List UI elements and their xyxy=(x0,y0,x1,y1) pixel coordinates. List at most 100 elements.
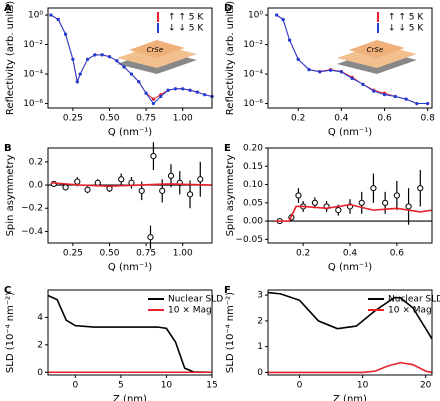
plot-frame xyxy=(47,289,213,376)
data-point xyxy=(426,101,430,106)
y-tick-label: −0.2 xyxy=(21,204,43,214)
data-point xyxy=(137,80,141,84)
data-point xyxy=(173,87,177,91)
x-tick-label: 0.8 xyxy=(421,114,436,124)
data-point xyxy=(129,72,134,76)
x-tick-label: 0.2 xyxy=(291,114,305,124)
data-point xyxy=(372,89,376,93)
x-tick-label: 0.6 xyxy=(390,249,405,259)
y-tick-label: 10⁻² xyxy=(243,40,263,50)
y-axis-label: SLD (10⁻⁴ nm⁻²) xyxy=(5,292,16,373)
plot-frame xyxy=(267,147,433,244)
y-axis-label: Reflectivity (arb. units) xyxy=(225,1,236,115)
data-point xyxy=(382,93,387,97)
x-tick-label: 5 xyxy=(118,381,124,391)
data-point xyxy=(358,199,365,206)
legend-label: 10 × Mag xyxy=(388,306,432,316)
x-axis-label: Q (nm⁻¹) xyxy=(108,262,152,273)
plot-frame xyxy=(267,7,433,109)
y-axis-label: SLD (10⁻⁴ nm⁻²) xyxy=(225,292,236,373)
x-tick-label: 10 xyxy=(161,381,173,391)
x-tick-label: 1.00 xyxy=(173,249,193,259)
legend-label: ↓ ↓ 5 K xyxy=(388,24,424,34)
panel-letter: B xyxy=(4,143,12,154)
y-tick-label: 0.0 xyxy=(29,181,44,191)
x-tick-label: 0.6 xyxy=(377,114,392,124)
x-tick-label: 1.00 xyxy=(173,114,193,124)
y-tick-label: 0.05 xyxy=(243,198,263,208)
y-axis-label: Spin asymmetry xyxy=(5,155,16,237)
data-point xyxy=(147,234,154,241)
data-point xyxy=(361,82,365,86)
data-point xyxy=(328,68,333,72)
data-point xyxy=(186,191,194,198)
y-tick-label: 0.10 xyxy=(243,180,263,190)
legend-label: ↓ ↓ 5 K xyxy=(168,24,204,34)
data-point xyxy=(94,179,101,186)
data-point xyxy=(281,17,285,22)
panel: A 0.25 0.50 0.75 1.00 10⁰ 10⁻² 10⁻⁴ 10⁻⁶ Q (nm⁻¹)… xyxy=(4,1,214,138)
data-point xyxy=(118,176,125,183)
x-tick-label: 0.2 xyxy=(296,249,310,259)
x-axis-label: Q (nm⁻¹) xyxy=(328,262,372,273)
data-point xyxy=(405,203,412,210)
y-tick-label: 0 xyxy=(257,368,263,378)
data-point xyxy=(159,94,163,99)
x-tick-label: 0.25 xyxy=(63,114,83,124)
data-point xyxy=(151,97,156,101)
data-point xyxy=(93,53,97,57)
legend-label: Nuclear SLD xyxy=(388,295,440,305)
y-tick-label: 0.00 xyxy=(243,217,263,227)
data-point xyxy=(311,199,318,206)
data-point xyxy=(62,184,69,191)
x-tick-label: 0.75 xyxy=(136,114,156,124)
data-point xyxy=(404,97,408,101)
data-point xyxy=(166,88,170,92)
plot-frame xyxy=(47,7,213,109)
data-point xyxy=(382,199,389,206)
data-point xyxy=(159,187,166,194)
inset-layer xyxy=(348,40,405,58)
series-line xyxy=(50,181,213,188)
data-point xyxy=(335,207,342,214)
x-axis-label: Q (nm⁻¹) xyxy=(328,127,372,138)
y-tick-label: 10⁻⁴ xyxy=(243,70,263,80)
data-point xyxy=(287,38,292,42)
data-point xyxy=(275,13,279,17)
data-point xyxy=(71,57,75,61)
series-line xyxy=(276,14,428,105)
x-tick-label: 10 xyxy=(357,381,369,391)
y-axis-label: Spin asymmetry xyxy=(225,155,236,237)
y-tick-label: 10⁻⁶ xyxy=(243,99,263,109)
y-tick-label: 4 xyxy=(37,313,43,323)
data-point xyxy=(295,192,302,199)
data-point xyxy=(122,65,126,69)
data-point xyxy=(144,91,148,95)
series-line xyxy=(268,361,433,374)
data-point xyxy=(75,80,79,84)
panel: B 0.25 0.50 0.75 1.00 −0.4 −0.2 0.0 0.2 Q (nm⁻¹) S… xyxy=(4,142,213,273)
data-point xyxy=(167,172,175,179)
data-point xyxy=(393,94,397,99)
x-tick-label: 0.50 xyxy=(99,114,119,124)
data-point xyxy=(197,176,204,183)
legend-label: Nuclear SLD xyxy=(168,295,223,305)
data-point xyxy=(370,185,377,192)
data-point xyxy=(150,153,157,160)
panel: E 0.2 0.4 0.6 −0.05 0.00 0.05 0.10 0.15 0.20 Q (nm… xyxy=(224,143,433,273)
x-tick-label: 0.75 xyxy=(136,249,156,259)
y-tick-label: 3 xyxy=(257,291,263,301)
data-point xyxy=(151,101,156,106)
y-tick-label: 2 xyxy=(257,316,263,326)
data-point xyxy=(84,186,91,193)
data-point xyxy=(307,68,311,72)
x-axis-label: Z (nm) xyxy=(333,394,367,401)
data-point xyxy=(85,57,90,61)
y-tick-label: 10⁻⁴ xyxy=(23,70,43,80)
legend-label: ↑ ↑ 5 K xyxy=(388,13,424,23)
data-point xyxy=(138,187,145,194)
x-tick-label: 0.4 xyxy=(343,249,358,259)
data-point xyxy=(188,88,192,92)
data-point xyxy=(393,192,400,199)
